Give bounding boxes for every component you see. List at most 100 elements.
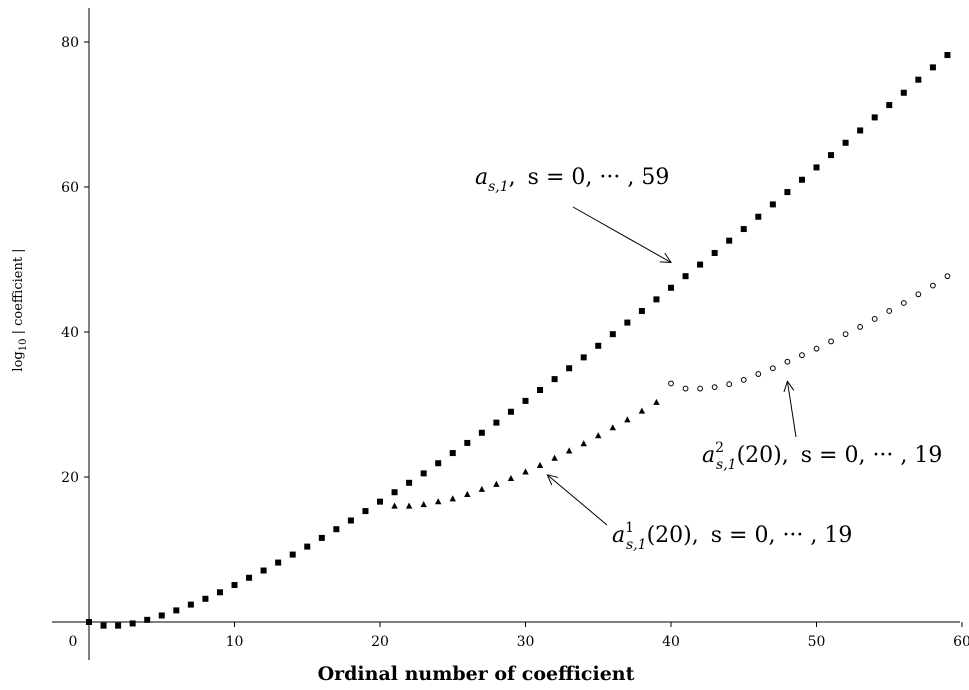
square-point <box>624 319 631 326</box>
square-point <box>100 622 107 629</box>
square-point <box>769 201 776 208</box>
y-ticks: 20 40 60 80 <box>61 35 89 486</box>
triangle-point <box>391 502 398 509</box>
square-point <box>755 213 762 220</box>
annotation-sub: s,1 <box>626 537 647 553</box>
square-point <box>362 508 369 515</box>
square-point <box>711 249 718 256</box>
circle-point <box>755 371 762 377</box>
square-point <box>522 397 529 404</box>
square-point <box>493 419 500 426</box>
square-point <box>260 567 267 574</box>
x-ticks: 0 10 20 30 40 50 60 <box>69 622 969 650</box>
annotation-sup: 2 <box>715 440 724 456</box>
series-square <box>86 52 951 629</box>
series-triangle <box>391 398 660 509</box>
circle-point <box>769 365 776 372</box>
square-point <box>798 176 805 183</box>
triangle-point <box>565 447 573 454</box>
square-point <box>318 534 325 541</box>
square-point <box>813 164 820 171</box>
square-point <box>900 89 907 96</box>
square-point <box>406 479 413 486</box>
data-points <box>86 52 951 629</box>
square-point <box>653 296 660 303</box>
square-point <box>697 261 704 268</box>
square-point <box>187 601 194 608</box>
triangle-point <box>405 502 413 509</box>
y-axis-label-sub: 10 <box>18 339 29 352</box>
x-tick-label: 40 <box>662 634 680 650</box>
annotation-symbol: a <box>702 443 715 468</box>
annotation-sub: s,1 <box>716 457 737 473</box>
x-tick-label: 10 <box>226 634 244 650</box>
square-point <box>216 589 223 596</box>
circle-point <box>711 384 718 391</box>
triangle-point <box>536 461 544 468</box>
circle-point <box>813 345 820 352</box>
square-point <box>347 517 354 524</box>
square-point <box>871 114 878 121</box>
square-point <box>478 429 485 436</box>
y-tick-label: 80 <box>61 35 79 51</box>
circle-point <box>900 300 907 306</box>
x-tick-label: 30 <box>517 634 535 650</box>
square-point <box>537 387 544 393</box>
triangle-point <box>580 440 587 447</box>
annotation-suffix: , <box>509 165 516 190</box>
square-point <box>886 102 893 109</box>
series-open-circle <box>668 273 951 392</box>
triangle-point <box>595 432 602 439</box>
annotation-range: s = 0, ··· , 19 <box>711 523 853 548</box>
annotation-label: as,1, s = 0, ··· , 59 <box>475 165 669 195</box>
square-point <box>915 76 922 83</box>
y-axis-label-log: log <box>11 351 26 371</box>
triangle-point <box>420 501 427 508</box>
square-point <box>333 526 340 533</box>
triangle-point <box>653 398 660 405</box>
square-point <box>158 612 165 619</box>
annotation-range: s = 0, ··· , 19 <box>801 443 943 468</box>
square-point <box>144 616 151 623</box>
x-axis-label: Ordinal number of coefficient <box>318 663 635 685</box>
square-point <box>842 139 849 146</box>
square-point <box>246 574 253 581</box>
triangle-point <box>478 485 486 492</box>
triangle-point <box>493 480 500 487</box>
square-point <box>275 559 282 566</box>
square-point <box>449 450 456 457</box>
x-tick-label: 0 <box>69 634 78 650</box>
annotation-suffix: (20), <box>647 523 699 548</box>
square-point <box>231 582 238 589</box>
annotation-range: s = 0, ··· , 59 <box>528 165 670 190</box>
annotation-arrow <box>787 381 797 438</box>
y-tick-label: 60 <box>61 180 79 196</box>
triangle-point <box>638 407 646 414</box>
square-point <box>595 342 602 349</box>
y-tick-label: 20 <box>61 470 79 486</box>
square-point <box>420 470 427 477</box>
triangle-point <box>551 454 558 461</box>
square-point <box>377 498 383 505</box>
annotation-symbol: a <box>612 523 625 548</box>
annotation-2: a2 s,1(20), s = 0, ··· , 19 <box>702 381 942 473</box>
triangle-point <box>449 495 456 502</box>
axes <box>52 8 960 660</box>
circle-point <box>799 352 805 359</box>
square-point <box>682 273 689 280</box>
square-point <box>464 439 471 446</box>
square-point <box>944 52 951 59</box>
x-tick-label: 60 <box>953 634 969 650</box>
circle-point <box>842 331 849 338</box>
circle-point <box>857 324 864 330</box>
square-point <box>435 460 442 467</box>
y-tick-label: 40 <box>61 325 79 341</box>
square-point <box>86 619 92 625</box>
annotation-label: a1 s,1(20), s = 0, ··· , 19 <box>612 520 852 553</box>
square-point <box>580 354 587 361</box>
square-point <box>668 284 674 291</box>
square-point <box>129 620 136 627</box>
triangle-point <box>522 468 529 475</box>
circle-point <box>784 358 791 365</box>
